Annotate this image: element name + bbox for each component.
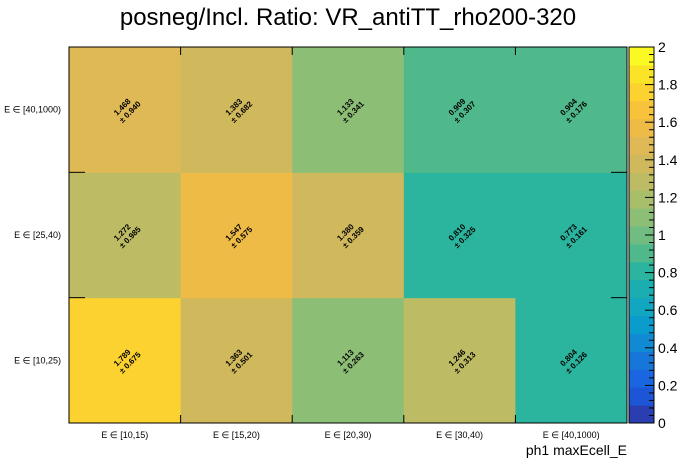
heatmap-cell (292, 297, 405, 424)
color-scale-label: 0.2 (658, 377, 678, 393)
heatmap-cell (403, 297, 516, 424)
x-axis-title: ph1 maxEcell_E (526, 442, 627, 458)
x-tick-label: E ∈ [15,20) (213, 430, 260, 440)
heatmap-cell (180, 172, 293, 299)
color-scale-swatch (629, 47, 654, 66)
color-scale-label: 0.8 (658, 265, 678, 281)
color-scale-swatch (629, 387, 654, 406)
y-tick-label: E ∈ [40,1000) (4, 105, 61, 115)
heatmap-cell (515, 172, 628, 299)
x-tick-labels: E ∈ [10,15) E ∈ [15,20) E ∈ [20,30) E ∈ [30… (101, 430, 599, 440)
heatmap-cell (180, 47, 293, 173)
color-scale-swatch (629, 297, 654, 317)
y-tick-labels: E ∈ [10,25) E ∈ [25,40) E ∈ [40,1000) (4, 105, 61, 366)
color-scale-labels: 0 0.2 0.4 0.6 0.8 1 1.2 1.4 1.6 1.8 2 (658, 39, 678, 431)
color-scale-swatch (629, 243, 654, 263)
color-scale-swatch (629, 208, 654, 227)
color-scale-swatch (629, 100, 654, 120)
color-scale-swatch (629, 369, 654, 388)
plot-frame (68, 46, 628, 424)
color-scale-swatch (629, 279, 654, 299)
color-scale-label: 1 (658, 227, 666, 243)
color-scale-label: 1.4 (658, 152, 678, 168)
color-scale-swatch (629, 315, 654, 334)
color-scale-swatch (629, 154, 654, 173)
y-tick-label: E ∈ [25,40) (14, 230, 61, 240)
color-scale-label: 0.6 (658, 302, 678, 318)
color-scale-label: 0.4 (658, 340, 678, 356)
y-tick-label: E ∈ [10,25) (14, 355, 61, 365)
axis-ticks (68, 46, 628, 424)
color-scale-swatch (629, 261, 654, 281)
color-scale-swatch (629, 172, 654, 191)
heatmap-cell (69, 297, 182, 424)
color-scale-label: 1.6 (658, 114, 678, 130)
heatmap-cell (515, 47, 628, 173)
color-scale-label: 0 (658, 415, 666, 431)
heatmap-cell (180, 297, 293, 424)
color-scale-swatch (629, 405, 654, 424)
color-scale-swatch (629, 118, 654, 138)
color-scale-swatch (629, 190, 654, 209)
color-scale-swatch (629, 226, 654, 245)
color-scale-swatch (629, 82, 654, 102)
color-scale-swatch (629, 64, 654, 84)
color-scale (628, 46, 655, 424)
heatmap-cell (292, 172, 405, 299)
color-scale-label: 1.2 (658, 189, 678, 205)
chart-title: posneg/Incl. Ratio: VR_antiTT_rho200-320 (120, 4, 576, 31)
heatmap-cells: 1.789± 0.675 1.363± 0.501 1.113± 0.263 1.24… (69, 47, 628, 424)
heatmap-cell (515, 297, 628, 424)
color-scale-swatch (629, 136, 654, 155)
color-scale-swatch (629, 351, 654, 370)
heatmap-cell (403, 47, 516, 173)
x-tick-label: E ∈ [40,1000) (543, 430, 600, 440)
heatmap-cell (69, 47, 182, 173)
color-scale-label: 2 (658, 39, 666, 55)
heatmap-cell (69, 172, 182, 299)
x-tick-label: E ∈ [20,30) (325, 430, 372, 440)
heatmap-cell (403, 172, 516, 299)
x-tick-label: E ∈ [30,40) (436, 430, 483, 440)
color-scale-swatch (629, 333, 654, 352)
x-tick-label: E ∈ [10,15) (101, 430, 148, 440)
heatmap-cell (292, 47, 405, 173)
color-scale-label: 1.8 (658, 77, 678, 93)
